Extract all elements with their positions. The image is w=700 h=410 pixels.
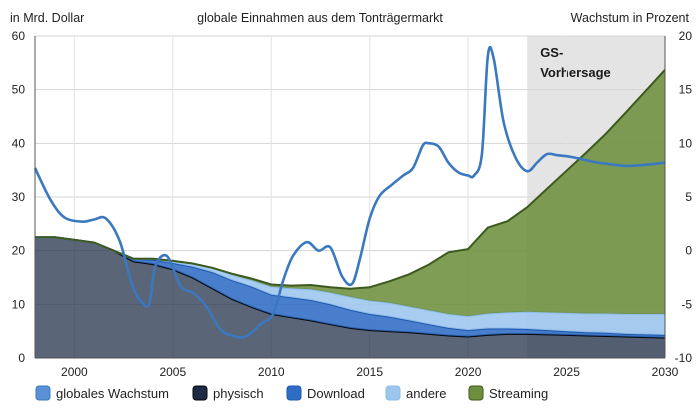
- y2-axis-label: Wachstum in Prozent: [571, 11, 690, 25]
- y2-tick-label: 5: [685, 190, 692, 204]
- legend-label-wachstum: globales Wachstum: [56, 386, 169, 401]
- x-tick-label: 2025: [553, 365, 580, 379]
- y-tick-label: 0: [18, 351, 25, 365]
- y2-tick-label: -5: [681, 297, 692, 311]
- y-tick-label: 60: [12, 29, 26, 43]
- legend-label-download: Download: [307, 386, 365, 401]
- legend-swatch-download: [286, 385, 302, 401]
- growth-line: [33, 45, 666, 339]
- growth-line-layer: [33, 45, 666, 339]
- y-tick-label: 30: [12, 190, 26, 204]
- legend-swatch-wachstum: [35, 385, 51, 401]
- y-tick-label: 50: [12, 83, 26, 97]
- y-axis-label: in Mrd. Dollar: [10, 11, 84, 25]
- area-andere: [35, 237, 665, 335]
- y2-tick-label: -10: [675, 351, 693, 365]
- x-tick-label: 2030: [652, 365, 679, 379]
- legend: globales Wachstum physisch Download andere S…: [35, 385, 548, 401]
- legend-label-physisch: physisch: [213, 386, 264, 401]
- forecast-label-line1: GS-: [540, 45, 563, 60]
- forecast-label-line2: Vorhersage: [540, 65, 611, 80]
- y-tick-label: 20: [12, 244, 26, 258]
- stacked-areas: [35, 69, 666, 358]
- area-edge-streaming: [35, 69, 666, 290]
- y2-tick-label: 15: [679, 83, 693, 97]
- x-tick-label: 2005: [159, 365, 186, 379]
- x-tick-label: 2020: [455, 365, 482, 379]
- y-tick-label: 40: [12, 136, 26, 150]
- area-physisch: [35, 237, 665, 358]
- x-tick-label: 2010: [258, 365, 285, 379]
- y2-tick-label: 20: [679, 29, 693, 43]
- legend-swatch-physisch: [192, 385, 208, 401]
- legend-label-andere: andere: [406, 386, 446, 401]
- y-tick-label: 10: [12, 297, 26, 311]
- x-tick-label: 2015: [356, 365, 383, 379]
- x-tick-label: 2000: [61, 365, 88, 379]
- area-streaming: [35, 69, 665, 317]
- y2-tick-label: 0: [685, 244, 692, 258]
- legend-swatch-streaming: [468, 385, 484, 401]
- area-download: [35, 237, 665, 338]
- y2-tick-label: 10: [679, 136, 693, 150]
- chart-title: globale Einnahmen aus dem Tonträgermarkt: [197, 11, 443, 25]
- legend-swatch-andere: [385, 385, 401, 401]
- legend-label-streaming: Streaming: [489, 386, 548, 401]
